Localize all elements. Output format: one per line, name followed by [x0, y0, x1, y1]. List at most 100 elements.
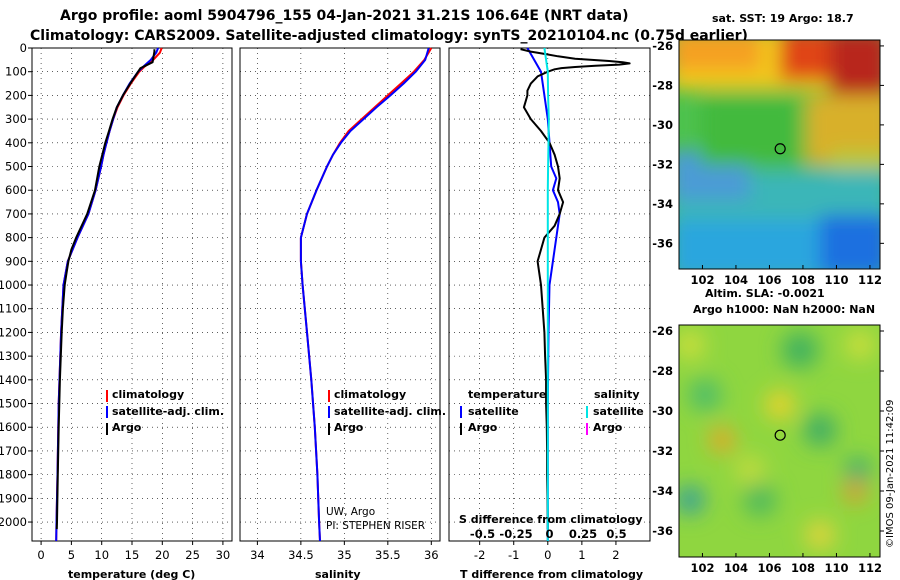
- sst-argo-marker: [774, 143, 786, 155]
- y-tick-label: 1200: [0, 325, 27, 339]
- sla-field: [679, 331, 874, 549]
- map-x-tick-label: 112: [858, 273, 882, 287]
- sst-field: [679, 40, 880, 269]
- x-tick-label: 34: [250, 548, 265, 562]
- legend-satellite-adj: satellite-adj. clim.: [112, 405, 224, 418]
- map-x-tick-label: 112: [858, 561, 882, 575]
- y-tick-label: 300: [5, 112, 27, 126]
- series-salinity-satellite: [543, 47, 550, 541]
- legend-temperature-header: temperature: [468, 388, 546, 401]
- difference-panel: -2 -1 0 1 2 T difference from climatology S …: [448, 47, 651, 580]
- map-y-tick-label: -36: [652, 524, 673, 538]
- note-pi: PI: STEPHEN RISER: [326, 520, 425, 532]
- salinity-series: [299, 47, 433, 542]
- x-tick-label: 15: [125, 548, 140, 562]
- y-tick-label: 1800: [0, 468, 27, 482]
- series-argo: [55, 49, 156, 530]
- x-tick-label: 35: [337, 548, 352, 562]
- map-y-tick-label: -28: [652, 364, 673, 378]
- salinity-grid: [240, 47, 440, 541]
- sla-map-title-1: Altim. SLA: -0.0021: [705, 287, 825, 300]
- map-x-tick-label: 110: [824, 561, 848, 575]
- temperature-grid: [32, 47, 232, 541]
- x-tick-label: 20: [155, 548, 170, 562]
- difference-legend: temperature satellite Argo salinity sate…: [460, 388, 644, 435]
- y-tick-label: 2000: [0, 515, 27, 529]
- x-tick-label: 1: [578, 548, 585, 562]
- x-tick-label: 10: [94, 548, 109, 562]
- legend-climatology-2: climatology: [334, 388, 406, 401]
- map-x-tick-label: 104: [724, 273, 748, 287]
- y-tick-label: 1100: [0, 302, 27, 316]
- map-y-tick-label: -28: [652, 78, 673, 92]
- difference-xlabel: T difference from climatology: [460, 568, 643, 580]
- map-y-tick-label: -30: [652, 404, 673, 418]
- x2-tick-label: -0.25: [499, 527, 532, 541]
- map-x-tick-label: 108: [791, 273, 815, 287]
- y-tick-label: 0: [20, 41, 27, 55]
- y-tick-label: 1500: [0, 397, 27, 411]
- imos-credit: ©IMOS 09-Jan-2021 11:42:09: [885, 400, 896, 548]
- legend-salinity-header: salinity: [594, 388, 640, 401]
- legend-sal-argo: Argo: [593, 421, 623, 434]
- sla-argo-marker: [774, 429, 786, 441]
- map-y-tick-label: -34: [652, 197, 673, 211]
- y-tick-label: 1700: [0, 444, 27, 458]
- y-tick-label: 100: [5, 65, 27, 79]
- title-line-2: Climatology: CARS2009. Satellite-adjuste…: [30, 28, 748, 44]
- map-x-tick-label: 104: [724, 561, 748, 575]
- x-tick-label: 0: [544, 548, 551, 562]
- x-tick-label: 0: [37, 548, 44, 562]
- x2-tick-label: 0: [545, 527, 553, 541]
- temperature-series: [55, 47, 163, 542]
- salinity-difference-ticks: -0.5 -0.25 0 0.25 0.5: [470, 527, 627, 541]
- x-tick-label: 35.5: [375, 548, 401, 562]
- x-tick-label: 2: [612, 548, 619, 562]
- map-x-tick-label: 106: [757, 561, 781, 575]
- x-tick-label: 5: [68, 548, 75, 562]
- sla-map-title-2: Argo h1000: NaN h2000: NaN: [693, 303, 875, 316]
- x-tick-label: 36: [424, 548, 439, 562]
- x-tick-label: -2: [474, 548, 485, 562]
- sst-map-ticks: 102 104 106 108 110 112 -26 -28 -30 -32 -34 -36: [652, 39, 884, 287]
- note-uw-argo: UW, Argo: [326, 506, 375, 518]
- temperature-xlabel: temperature (deg C): [68, 568, 195, 580]
- y-tick-label: 200: [5, 88, 27, 102]
- x2-tick-label: 0.25: [569, 527, 597, 541]
- y-tick-label: 700: [5, 207, 27, 221]
- legend-climatology: climatology: [112, 388, 184, 401]
- y-tick-label: 1600: [0, 420, 27, 434]
- salinity-ticks: 34 34.5 35 35.5 36: [250, 541, 439, 562]
- map-x-tick-label: 110: [824, 273, 848, 287]
- legend-temp-satellite: satellite: [468, 405, 519, 418]
- map-x-tick-label: 102: [690, 273, 714, 287]
- salinity-legend: climatology satellite-adj. clim. Argo: [328, 388, 446, 435]
- y-tick-label: 800: [5, 231, 27, 245]
- y-tick-label: 1900: [0, 491, 27, 505]
- map-y-tick-label: -30: [652, 118, 673, 132]
- x-tick-label: 30: [216, 548, 231, 562]
- y-tick-label: 1400: [0, 373, 27, 387]
- y-tick-label: 600: [5, 183, 27, 197]
- sst-map: sat. SST: 19 Argo: 18.7 102 104 106 108 110 1…: [652, 12, 884, 287]
- legend-argo-2: Argo: [334, 421, 364, 434]
- sla-map: Altim. SLA: -0.0021 Argo h1000: NaN h200…: [652, 287, 884, 575]
- difference-x2label: S difference from climatology: [459, 513, 643, 526]
- map-y-tick-label: -32: [652, 157, 673, 171]
- legend-sal-satellite: satellite: [593, 405, 644, 418]
- x2-tick-label: -0.5: [470, 527, 495, 541]
- sst-map-frame: [678, 39, 881, 270]
- salinity-xlabel: salinity: [315, 568, 361, 580]
- temperature-panel: 0 5 10 15 20 25 30 0 100 200 300 400 500 600 700 800 90…: [0, 41, 233, 580]
- y-tick-label: 500: [5, 160, 27, 174]
- map-y-tick-label: -34: [652, 484, 673, 498]
- x2-tick-label: 0.5: [606, 527, 626, 541]
- legend-satellite-adj-2: satellite-adj. clim.: [334, 405, 446, 418]
- temperature-legend: climatology satellite-adj. clim. Argo: [106, 388, 224, 435]
- legend-argo: Argo: [112, 421, 142, 434]
- temperature-ticks: 0 5 10 15 20 25 30: [37, 541, 230, 562]
- sla-map-ticks: 102 104 106 108 110 112 -26 -28 -30 -32 -34 -36: [652, 324, 884, 575]
- sla-field-base: [679, 325, 880, 557]
- y-tick-label: 1300: [0, 349, 27, 363]
- map-y-tick-label: -26: [652, 324, 673, 338]
